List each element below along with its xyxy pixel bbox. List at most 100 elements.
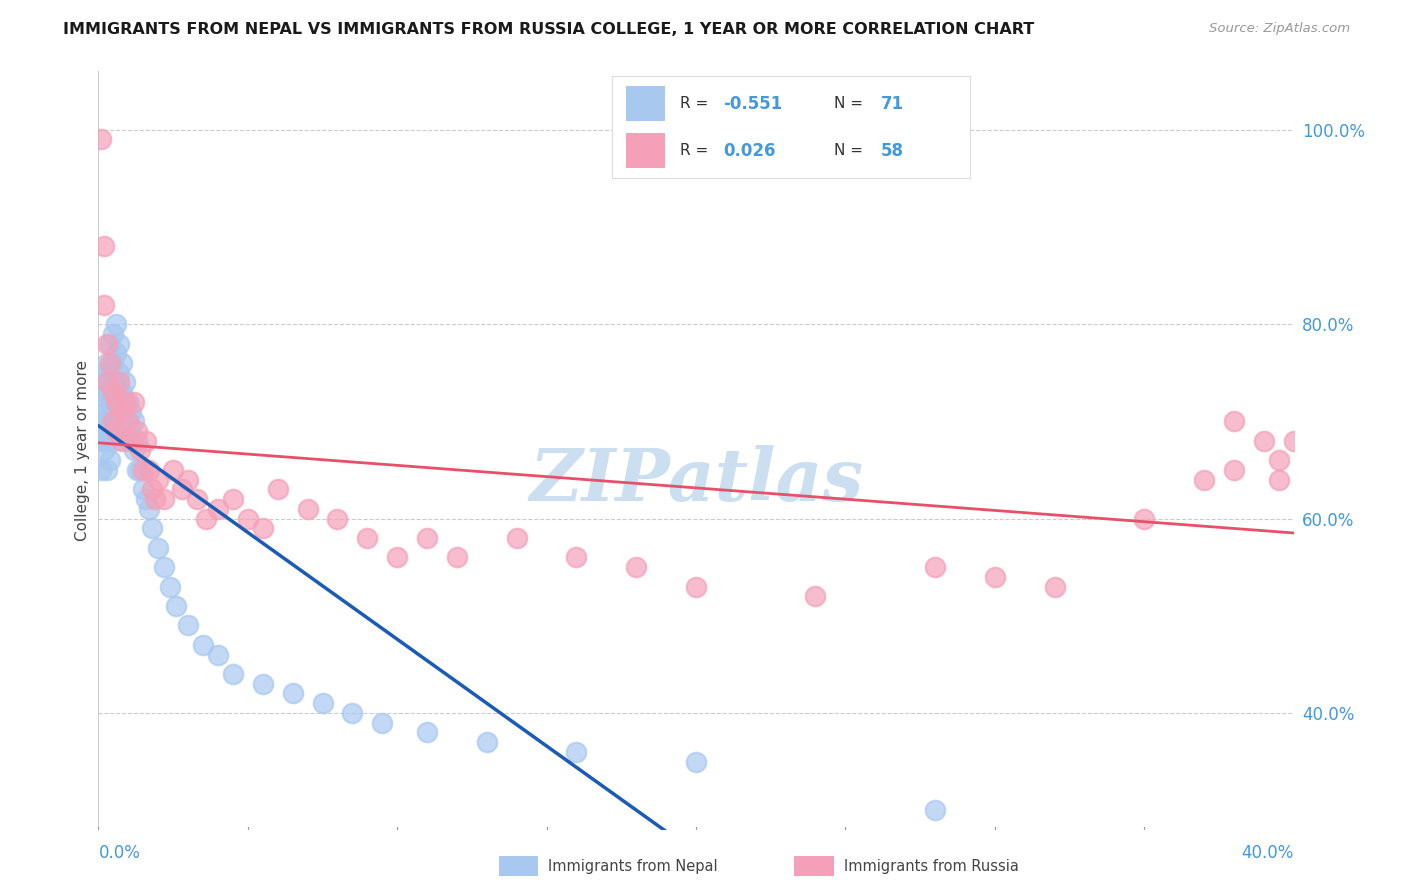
Point xyxy=(153,560,176,574)
Point xyxy=(1267,473,1289,487)
Point xyxy=(105,395,128,409)
Point xyxy=(129,443,152,458)
Point xyxy=(565,550,588,565)
Point xyxy=(117,434,139,448)
Point xyxy=(103,376,125,390)
Point xyxy=(96,434,118,448)
Text: 71: 71 xyxy=(880,95,904,112)
Point xyxy=(105,346,128,360)
Point xyxy=(96,463,118,477)
Point xyxy=(114,395,136,409)
Point xyxy=(93,366,115,380)
Point xyxy=(1223,414,1246,428)
Point xyxy=(1223,463,1246,477)
Point xyxy=(120,434,142,448)
Point xyxy=(252,521,274,535)
Point xyxy=(103,385,125,400)
Point xyxy=(90,395,112,409)
Point xyxy=(117,414,139,428)
Point xyxy=(108,414,131,428)
Point xyxy=(148,473,170,487)
Point xyxy=(138,463,160,477)
Point xyxy=(281,686,304,700)
Point xyxy=(416,531,439,545)
Point xyxy=(924,803,946,817)
Point xyxy=(111,356,134,370)
Point xyxy=(117,395,139,409)
Point xyxy=(124,414,146,428)
Point xyxy=(159,580,181,594)
Point xyxy=(93,385,115,400)
Point xyxy=(98,336,122,351)
Point xyxy=(98,453,122,467)
Point xyxy=(924,560,946,574)
Point xyxy=(124,443,146,458)
Point xyxy=(90,463,112,477)
Point xyxy=(356,531,378,545)
Point xyxy=(98,424,122,438)
Point xyxy=(141,483,163,497)
Point xyxy=(143,491,166,506)
Text: Immigrants from Nepal: Immigrants from Nepal xyxy=(548,859,718,873)
Point xyxy=(141,521,163,535)
Point xyxy=(127,463,149,477)
Point xyxy=(1267,453,1289,467)
Point xyxy=(186,491,208,506)
Point xyxy=(177,618,200,632)
Point xyxy=(195,511,218,525)
Point xyxy=(371,715,394,730)
Point xyxy=(132,463,155,477)
Point xyxy=(135,434,157,448)
Point xyxy=(103,326,125,341)
Point xyxy=(98,356,122,370)
Point xyxy=(105,317,128,331)
Point xyxy=(207,648,229,662)
Point xyxy=(103,356,125,370)
Point xyxy=(124,395,146,409)
Point xyxy=(1043,580,1066,594)
Point xyxy=(127,434,149,448)
Point xyxy=(108,366,131,380)
Point xyxy=(111,404,134,418)
Text: N =: N = xyxy=(834,96,868,111)
Point xyxy=(120,404,142,418)
Point xyxy=(93,443,115,458)
Point xyxy=(96,336,118,351)
Point xyxy=(96,376,118,390)
Point xyxy=(222,491,245,506)
Point xyxy=(222,667,245,681)
Point xyxy=(165,599,187,613)
Point xyxy=(191,638,214,652)
Text: 0.026: 0.026 xyxy=(723,142,775,160)
Point xyxy=(236,511,259,525)
Point xyxy=(114,395,136,409)
Point xyxy=(93,404,115,418)
Text: 0.0%: 0.0% xyxy=(98,844,141,863)
Point xyxy=(162,463,184,477)
Point xyxy=(177,473,200,487)
Point xyxy=(93,376,115,390)
Point xyxy=(1192,473,1215,487)
Point xyxy=(114,424,136,438)
Point xyxy=(111,434,134,448)
Point xyxy=(90,132,112,146)
Point xyxy=(297,501,319,516)
Point xyxy=(105,424,128,438)
Point xyxy=(385,550,409,565)
Bar xyxy=(626,133,665,168)
Point xyxy=(127,424,149,438)
Point xyxy=(129,463,152,477)
Text: Source: ZipAtlas.com: Source: ZipAtlas.com xyxy=(1209,22,1350,36)
Point xyxy=(416,725,439,739)
Point xyxy=(103,414,125,428)
Point xyxy=(148,541,170,555)
Point xyxy=(267,483,290,497)
Point xyxy=(111,385,134,400)
Point xyxy=(103,404,125,418)
Point xyxy=(138,501,160,516)
Point xyxy=(565,745,588,759)
Point xyxy=(105,404,128,418)
Text: R =: R = xyxy=(679,144,713,158)
Text: 40.0%: 40.0% xyxy=(1241,844,1294,863)
Point xyxy=(98,366,122,380)
